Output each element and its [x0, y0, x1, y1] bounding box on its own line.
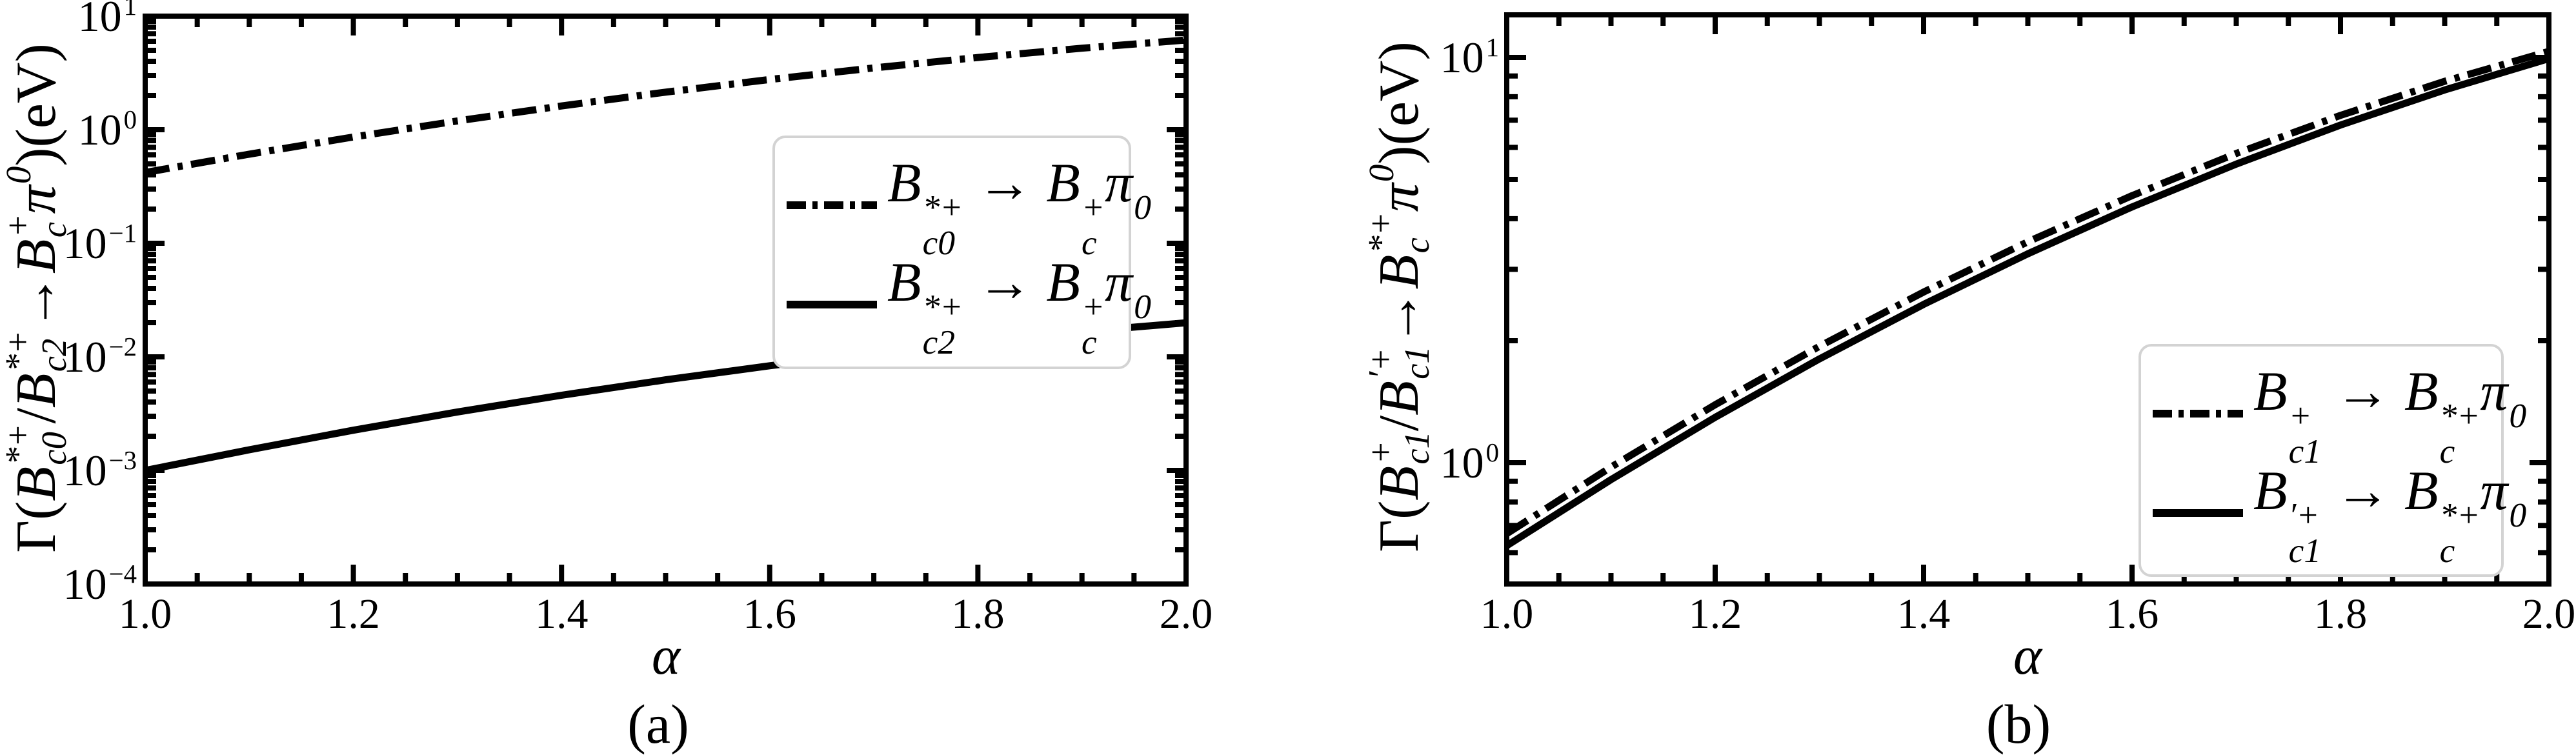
legend-row: B + c1 → B *+ c π 0: [2153, 360, 2526, 468]
legend-label: B + c1 → B *+ c π 0: [2253, 359, 2527, 470]
legend-label: B *+ c2 → B + c π 0: [887, 250, 1151, 361]
y-tick-label: 100: [77, 105, 137, 154]
y-tick-label: 10−1: [63, 218, 137, 268]
x-tick-label: 2.0: [2522, 590, 2576, 638]
legend-line-sample-solid: [2153, 509, 2243, 517]
x-tick-label: 1.8: [2313, 590, 2368, 638]
legend-row: B *+ c0 → B + c π 0: [787, 152, 1151, 260]
y-tick-label: 10−2: [63, 332, 137, 381]
x-tick-label: 1.0: [1480, 590, 1534, 638]
y-axis-label-b: Γ(B + c1/B ′+ c1 → B *+ c π 0)(eV): [1361, 41, 1436, 552]
panel-caption-a: (a): [627, 693, 689, 755]
x-axis-label-a: α: [651, 626, 681, 686]
legend-row: B *+ c2 → B + c π 0: [787, 251, 1151, 359]
panel-caption-b: (b): [1986, 693, 2051, 755]
legend-line-sample-dashdot: [787, 201, 877, 209]
x-tick-label: 1.8: [951, 590, 1005, 638]
y-tick-label: 10−4: [63, 559, 137, 609]
legend-a: B *+ c0 → B + c π 0 B *+ c2 → B + c π 0: [772, 136, 1151, 369]
curve-dashdot-a: [145, 36, 1187, 176]
curve-dashdot-b: [1505, 48, 2550, 537]
y-axis-label-a: Γ(B *+ c0/B *+ c2 → B + c π 0)(eV): [0, 43, 74, 553]
x-tick-label: 1.4: [534, 590, 589, 638]
x-tick-label: 2.0: [1159, 590, 1213, 638]
y-tick-label: 100: [1440, 438, 1499, 487]
y-tick-label: 101: [1440, 32, 1499, 82]
x-tick-label: 1.2: [1688, 590, 1742, 638]
legend-label: B ′+ c1 → B *+ c π 0: [2253, 459, 2527, 570]
legend-line-sample-dashdot: [2153, 410, 2243, 418]
y-tick-label: 101: [77, 0, 137, 41]
x-tick-label: 1.6: [743, 590, 797, 638]
y-tick-label: 10−3: [63, 445, 137, 495]
curve-solid-b: [1505, 55, 2550, 549]
x-tick-label: 1.4: [1897, 590, 1951, 638]
x-tick-label: 1.0: [118, 590, 172, 638]
legend-row: B ′+ c1 → B *+ c π 0: [2153, 459, 2526, 568]
x-tick-label: 1.2: [327, 590, 380, 638]
x-axis-label-b: α: [2013, 626, 2042, 686]
legend-b: B + c1 → B *+ c π 0 B ′+ c1 → B *+ c π 0: [2138, 344, 2526, 577]
x-tick-label: 1.6: [2105, 590, 2159, 638]
legend-label: B *+ c0 → B + c π 0: [887, 151, 1151, 262]
legend-line-sample-solid: [787, 301, 877, 308]
